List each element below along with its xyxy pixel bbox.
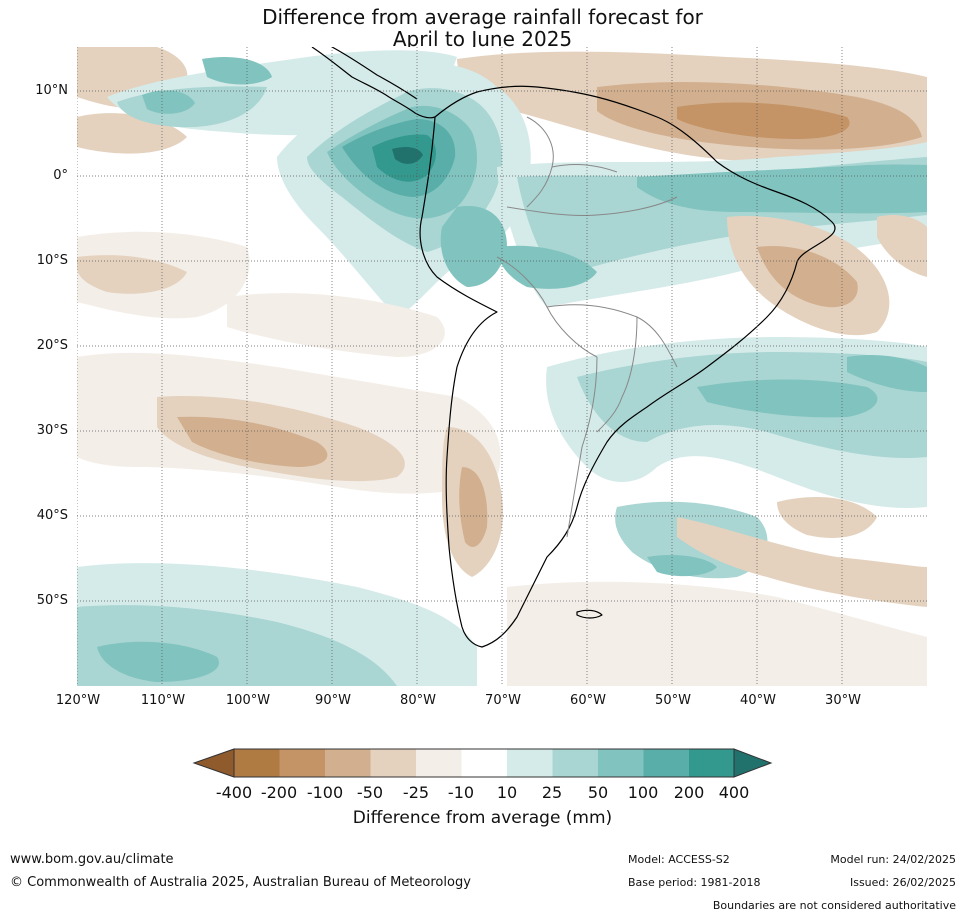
lon-label-60w: 60°W (570, 693, 606, 708)
colorbar-swatch-1 (234, 749, 280, 777)
colorbar-legend (192, 748, 773, 778)
lon-label-100w: 100°W (225, 693, 271, 708)
lon-label-80w: 80°W (400, 693, 436, 708)
lat-label-40s: 40°S (36, 508, 68, 523)
lon-label-70w: 70°W (485, 693, 521, 708)
lat-label-20s: 20°S (36, 338, 68, 353)
colorbar-tick: -50 (356, 783, 384, 802)
lon-label-40w: 40°W (740, 693, 776, 708)
colorbar-tick: 50 (587, 783, 609, 802)
colorbar-tick: 10 (496, 783, 518, 802)
lon-label-30w: 30°W (825, 693, 861, 708)
footer-copyright: © Commonwealth of Australia 2025, Austra… (10, 875, 471, 890)
footer-base-period: Base period: 1981-2018 (628, 876, 761, 889)
colorbar-extend-high (733, 748, 773, 778)
lat-label-10s: 10°S (36, 253, 68, 268)
colorbar-tick: 400 (718, 783, 750, 802)
lon-label-110w: 110°W (140, 693, 186, 708)
lon-label-90w: 90°W (315, 693, 351, 708)
colorbar-swatch-5 (416, 749, 462, 777)
footer-model-run: Model run: 24/02/2025 (830, 853, 956, 866)
anomaly-fields (77, 47, 927, 686)
country-borders (496, 116, 678, 538)
lat-label-10n: 10°N (35, 83, 68, 98)
colorbar-swatch-11 (689, 749, 734, 777)
colorbar-swatch-4 (370, 749, 416, 777)
colorbar-tick: -25 (402, 783, 430, 802)
lon-label-120w: 120°W (55, 693, 101, 708)
colorbar-swatch-2 (279, 749, 325, 777)
colorbar-tick: -10 (447, 783, 475, 802)
coastline-outline (311, 47, 836, 648)
footer-issued: Issued: 26/02/2025 (849, 876, 956, 889)
footer-url: www.bom.gov.au/climate (10, 852, 174, 867)
map-title-line2: April to June 2025 (392, 27, 573, 51)
colorbar-swatch-8 (552, 749, 598, 777)
rainfall-anomaly-map (77, 47, 927, 686)
footer-model: Model: ACCESS-S2 (628, 853, 730, 866)
colorbar-tick: -400 (215, 783, 253, 802)
colorbar-label: Difference from average (mm) (352, 808, 613, 828)
lat-label-30s: 30°S (36, 423, 68, 438)
colorbar-extend-low (192, 748, 235, 778)
colorbar-swatch-10 (643, 749, 689, 777)
lat-label-50s: 50°S (36, 593, 68, 608)
colorbar-swatch-6 (461, 749, 507, 777)
lat-label-0: 0° (53, 168, 68, 183)
map-title-line1: Difference from average rainfall forecas… (262, 5, 703, 29)
lon-label-50w: 50°W (655, 693, 691, 708)
colorbar-swatch-3 (325, 749, 371, 777)
colorbar-swatch-7 (507, 749, 553, 777)
colorbar-tick: -100 (306, 783, 344, 802)
colorbar-swatch-9 (598, 749, 644, 777)
lat-lon-gridlines (77, 47, 927, 686)
colorbar-tick: 100 (627, 783, 659, 802)
colorbar-tick: -200 (260, 783, 298, 802)
footer-disclaimer: Boundaries are not considered authoritat… (712, 899, 956, 912)
colorbar-tick: 200 (673, 783, 705, 802)
colorbar-tick: 25 (541, 783, 563, 802)
